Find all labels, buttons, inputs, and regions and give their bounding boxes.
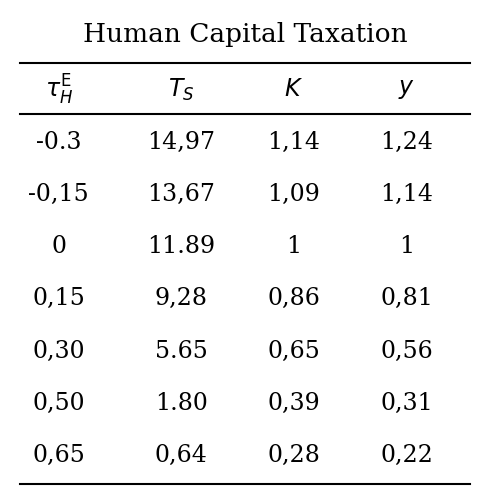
Text: $y$: $y$ — [398, 78, 415, 101]
Text: 9,28: 9,28 — [155, 287, 208, 310]
Text: Human Capital Taxation: Human Capital Taxation — [83, 22, 407, 47]
Text: 1: 1 — [287, 235, 301, 258]
Text: 0,65: 0,65 — [268, 340, 320, 363]
Text: 0,30: 0,30 — [32, 340, 85, 363]
Text: 0,22: 0,22 — [380, 444, 433, 467]
Text: 0,56: 0,56 — [380, 340, 433, 363]
Text: 1.80: 1.80 — [155, 392, 208, 415]
Text: 1: 1 — [399, 235, 414, 258]
Text: $K$: $K$ — [285, 78, 303, 101]
Text: -0,15: -0,15 — [28, 183, 89, 206]
Text: 11.89: 11.89 — [147, 235, 216, 258]
Text: 0,86: 0,86 — [268, 287, 320, 310]
Text: 0,28: 0,28 — [268, 444, 320, 467]
Text: 0,65: 0,65 — [32, 444, 85, 467]
Text: 0,39: 0,39 — [268, 392, 320, 415]
Text: 1,09: 1,09 — [268, 183, 320, 206]
Text: 1,24: 1,24 — [380, 130, 433, 154]
Text: $\tau^{\mathrm{E}}_{H}$: $\tau^{\mathrm{E}}_{H}$ — [45, 73, 73, 107]
Text: 13,67: 13,67 — [147, 183, 215, 206]
Text: 0,64: 0,64 — [155, 444, 208, 467]
Text: 14,97: 14,97 — [147, 130, 215, 154]
Text: 5.65: 5.65 — [155, 340, 208, 363]
Text: 0: 0 — [51, 235, 66, 258]
Text: 0,31: 0,31 — [380, 392, 433, 415]
Text: 1,14: 1,14 — [380, 183, 433, 206]
Text: 0,81: 0,81 — [380, 287, 433, 310]
Text: 1,14: 1,14 — [268, 130, 320, 154]
Text: -0.3: -0.3 — [36, 130, 81, 154]
Text: $T_S$: $T_S$ — [168, 77, 195, 103]
Text: 0,15: 0,15 — [32, 287, 85, 310]
Text: 0,50: 0,50 — [32, 392, 85, 415]
